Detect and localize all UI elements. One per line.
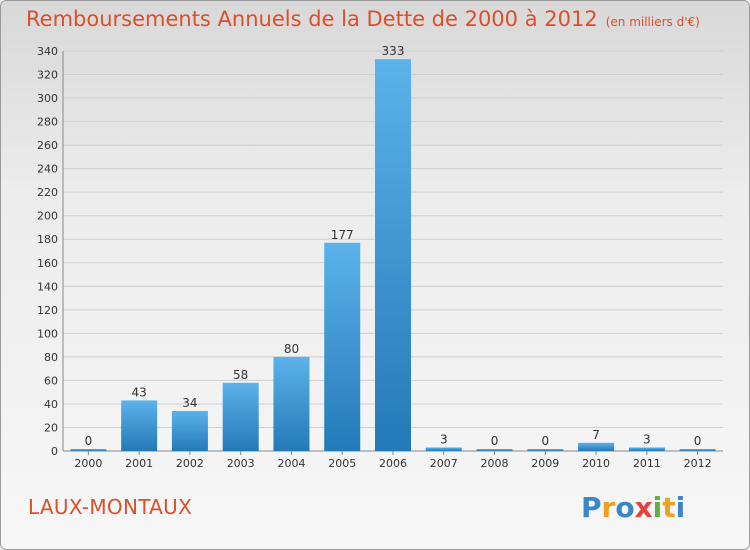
bar-2006	[375, 59, 411, 452]
chart-title: Remboursements Annuels de la Dette de 20…	[26, 7, 700, 31]
commune-name: LAUX-MONTAUX	[28, 495, 193, 519]
x-tick-label-2002: 2002	[176, 457, 204, 470]
title-text: Remboursements Annuels de la Dette de 20…	[26, 7, 598, 31]
y-tick-label: 260	[37, 139, 58, 152]
bar-2000	[70, 449, 107, 451]
value-label-2007: 3	[440, 432, 448, 446]
y-tick-label: 280	[37, 116, 58, 129]
y-tick-label: 320	[37, 69, 58, 82]
value-label-2005: 177	[331, 228, 354, 242]
y-tick-label: 200	[37, 210, 58, 223]
y-tick-label: 240	[37, 163, 58, 176]
y-tick-label: 60	[44, 374, 58, 387]
x-tick-label-2007: 2007	[430, 457, 458, 470]
bar-2003	[222, 382, 259, 451]
y-tick-label: 40	[44, 398, 58, 411]
x-tick-label-2006: 2006	[379, 457, 407, 470]
svg-text:Proxiti: Proxiti	[581, 491, 685, 524]
bar-2007	[425, 447, 462, 451]
y-tick-label: 0	[51, 445, 58, 458]
value-label-2002: 34	[182, 396, 197, 410]
value-label-2006: 333	[382, 44, 405, 58]
y-tick-label: 80	[44, 351, 58, 364]
y-tick-label: 120	[37, 304, 58, 317]
bar-2012	[679, 449, 716, 451]
bar-2011	[628, 447, 665, 451]
value-label-2012: 0	[694, 434, 702, 448]
y-tick-label: 220	[37, 186, 58, 199]
x-tick-label-2010: 2010	[582, 457, 610, 470]
value-label-2000: 0	[85, 434, 93, 448]
bar-2010	[578, 442, 615, 451]
bar-layer	[70, 59, 716, 452]
x-tick-label-2000: 2000	[74, 457, 102, 470]
x-tick-label-2011: 2011	[633, 457, 661, 470]
x-tick-label-2001: 2001	[125, 457, 153, 470]
bar-2005	[324, 242, 361, 451]
value-label-2001: 43	[132, 385, 147, 399]
x-tick-label-2003: 2003	[227, 457, 255, 470]
y-tick-label: 300	[37, 92, 58, 105]
x-tick-label-2012: 2012	[684, 457, 712, 470]
y-tick-label: 20	[44, 421, 58, 434]
bar-2008	[476, 449, 513, 451]
x-tick-label-2008: 2008	[481, 457, 509, 470]
x-tick-label-2005: 2005	[328, 457, 356, 470]
value-label-2011: 3	[643, 432, 651, 446]
title-unit: (en milliers d'€)	[605, 15, 700, 29]
bar-2009	[527, 449, 564, 451]
y-tick-label: 140	[37, 280, 58, 293]
x-tick-label-2009: 2009	[531, 457, 559, 470]
y-tick-label: 180	[37, 233, 58, 246]
proxiti-logo: Proxiti	[581, 491, 685, 524]
value-label-2008: 0	[491, 434, 499, 448]
value-label-2009: 0	[541, 434, 549, 448]
x-tick-label-2004: 2004	[277, 457, 305, 470]
value-label-2004: 80	[284, 342, 299, 356]
value-label-2010: 7	[592, 428, 600, 442]
bar-2002	[171, 411, 208, 451]
y-tick-label: 160	[37, 257, 58, 270]
label-layer: 0 20 40 60 80 100 120 140 160 180 200 220 240 260 280 3…	[37, 44, 712, 470]
y-tick-label: 100	[37, 327, 58, 340]
bar-2004	[273, 356, 310, 451]
value-label-2003: 58	[233, 368, 248, 382]
bar-2001	[121, 400, 158, 451]
y-tick-label: 340	[37, 45, 58, 58]
